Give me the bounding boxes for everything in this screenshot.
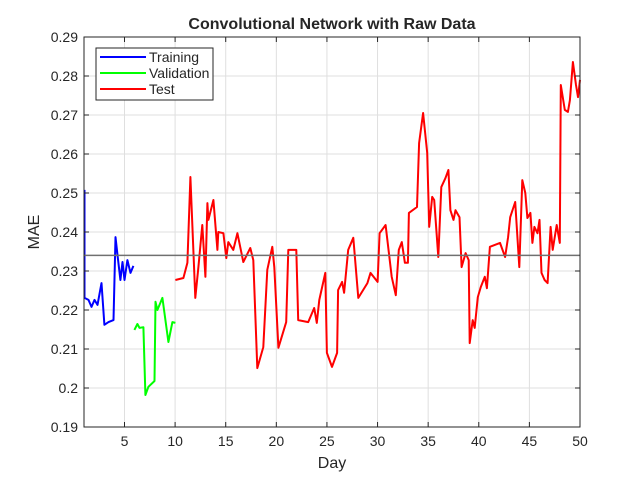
y-tick-label: 0.24 (51, 224, 78, 240)
x-tick-label: 20 (269, 433, 285, 449)
y-tick-label: 0.26 (51, 146, 78, 162)
x-tick-label: 40 (471, 433, 487, 449)
x-tick-label: 35 (420, 433, 436, 449)
y-axis-label: MAE (26, 215, 43, 250)
y-tick-label: 0.25 (51, 185, 78, 201)
chart-title: Convolutional Network with Raw Data (188, 16, 475, 33)
x-tick-label: 45 (522, 433, 538, 449)
y-tick-label: 0.2 (59, 380, 79, 396)
x-tick-label: 50 (572, 433, 588, 449)
series-line-validation (133, 296, 176, 396)
y-tick-label: 0.21 (51, 341, 78, 357)
grid (84, 36, 581, 428)
x-tick-label: 5 (121, 433, 129, 449)
y-tick-label: 0.19 (51, 419, 78, 435)
x-tick-label: 15 (218, 433, 234, 449)
series-line-training (83, 189, 135, 326)
legend-label-training: Training (149, 49, 199, 65)
y-tick-label: 0.27 (51, 107, 78, 123)
y-tick-label: 0.23 (51, 263, 78, 279)
ticks: 5 10 15 20 25 30 35 40 45 50 0.19 0.2 0.21 0.22 0.23 0.… (51, 29, 588, 449)
x-axis-label: Day (318, 455, 346, 472)
y-tick-label: 0.22 (51, 302, 78, 318)
y-tick-label: 0.28 (51, 68, 78, 84)
series-group (83, 61, 581, 396)
legend-label-test: Test (149, 81, 175, 97)
x-tick-label: 10 (167, 433, 183, 449)
legend-label-validation: Validation (149, 65, 209, 81)
x-tick-label: 25 (319, 433, 335, 449)
y-tick-label: 0.29 (51, 29, 78, 45)
x-tick-label: 30 (370, 433, 386, 449)
